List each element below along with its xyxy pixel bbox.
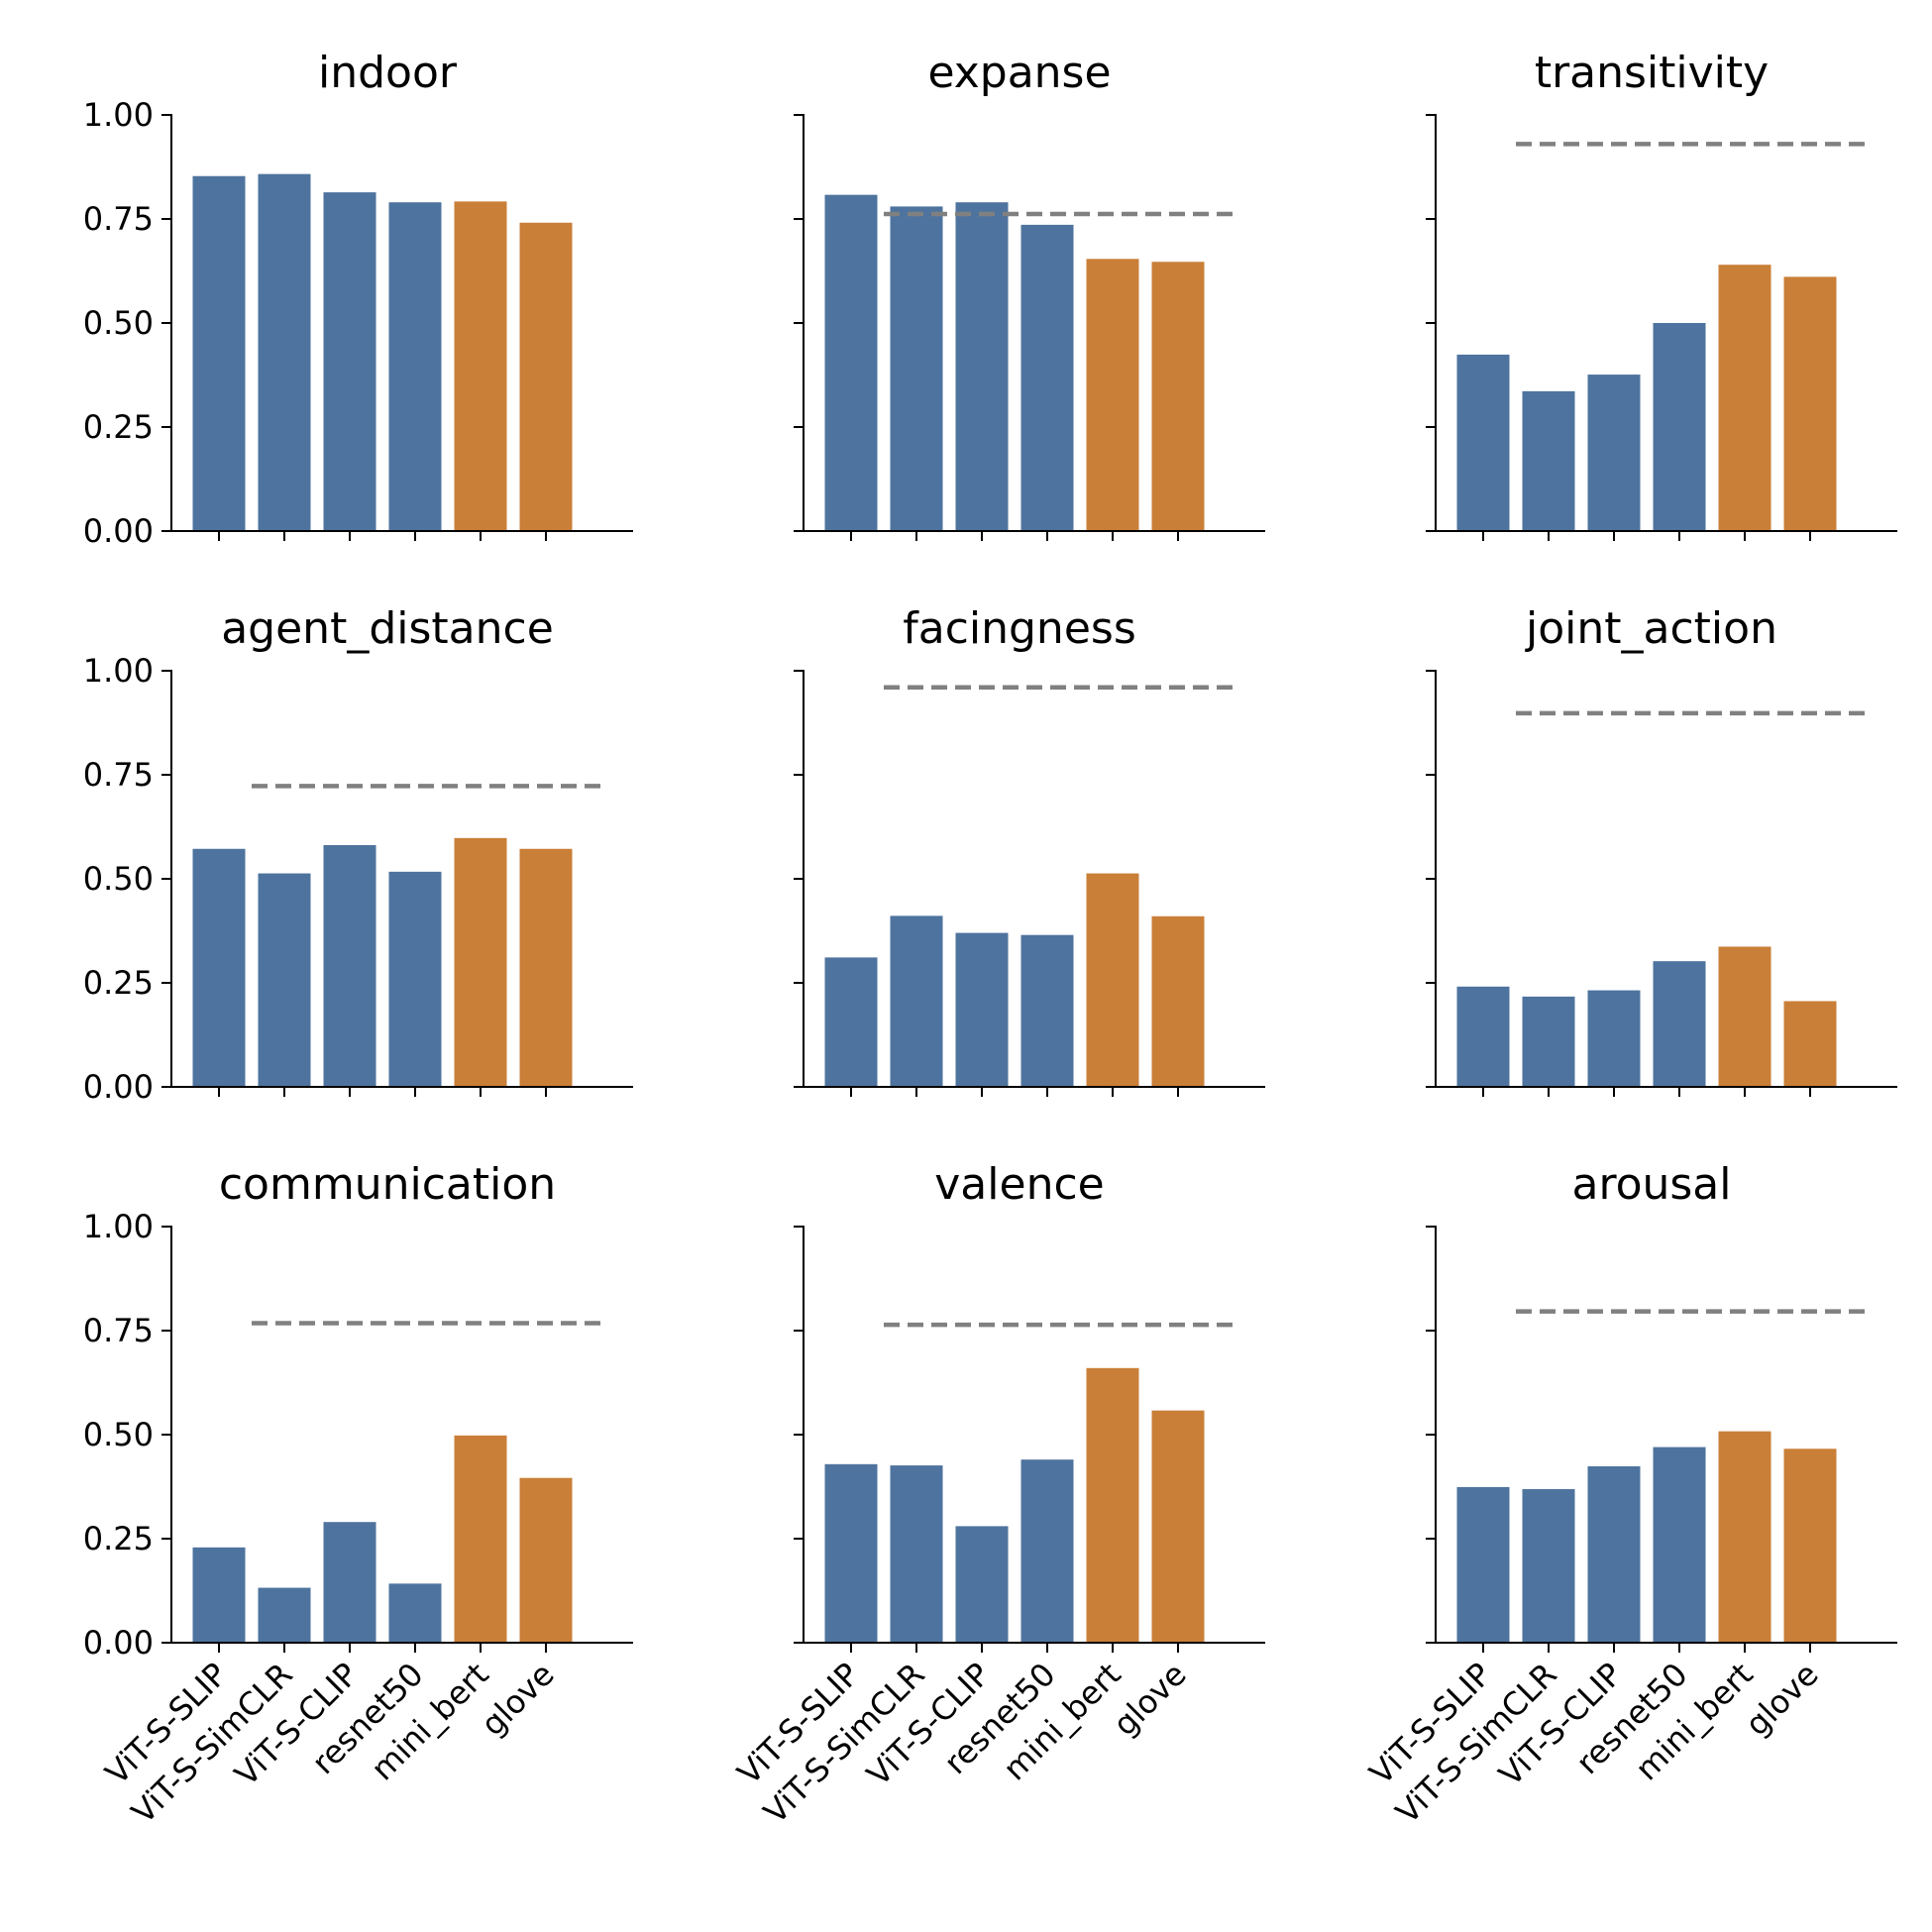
bar-resnet50 [1020, 934, 1074, 1087]
bar-mini-bert [454, 201, 507, 532]
y-tick-label: 0.75 [83, 756, 154, 794]
bar-mini-bert [1086, 259, 1139, 531]
y-tick-label: 0.00 [83, 1068, 154, 1106]
bar-vit-s-clip [955, 202, 1009, 531]
bar-vit-s-slip [824, 957, 878, 1087]
bar-vit-s-simclr [258, 173, 311, 531]
y-tick-label: 0.50 [83, 1416, 154, 1453]
y-tick-label: 1.00 [83, 1208, 154, 1245]
bar-mini-bert [1086, 1367, 1139, 1643]
bar-vit-s-slip [192, 1547, 246, 1643]
y-tick-label: 0.00 [83, 512, 154, 550]
panel-title: valence [934, 1159, 1104, 1210]
bar-vit-s-simclr [258, 873, 311, 1087]
bar-resnet50 [388, 871, 442, 1087]
panel-title: facingness [903, 603, 1136, 654]
panel-communication: communication0.000.250.500.751.00ViT-S-S… [83, 1159, 633, 1831]
bar-vit-s-slip [192, 848, 246, 1087]
bar-glove [1783, 1001, 1837, 1087]
panel-title: indoor [318, 48, 458, 98]
panel-indoor: indoor 0.00 0.25 0.50 0.75 1.00 [83, 48, 633, 550]
y-tick-label: 0.75 [83, 200, 154, 238]
panel-title: expanse [927, 48, 1111, 98]
y-tick-label: 0.25 [83, 408, 154, 446]
panel-title: arousal [1571, 1159, 1731, 1210]
bar-resnet50 [388, 202, 442, 531]
bar-vit-s-clip [1587, 990, 1641, 1087]
bar-vit-s-slip [1456, 986, 1510, 1087]
bar-vit-s-simclr [890, 1465, 943, 1643]
bar-vit-s-slip [824, 1463, 878, 1643]
x-tick-label: glove [1106, 1656, 1194, 1744]
panel-expanse: expanse [794, 48, 1265, 541]
bar-resnet50 [388, 1583, 442, 1643]
bar-vit-s-simclr [1522, 996, 1575, 1087]
panel-facingness: facingness [794, 603, 1265, 1097]
bar-resnet50 [1653, 323, 1706, 531]
bar-glove [1151, 915, 1205, 1087]
panel-title: transitivity [1535, 48, 1769, 98]
y-tick-label: 1.00 [83, 96, 154, 134]
panel-joint-action: joint_action [1426, 603, 1897, 1097]
panel-title: joint_action [1525, 603, 1777, 654]
bar-resnet50 [1653, 961, 1706, 1087]
bar-resnet50 [1653, 1447, 1706, 1643]
panel-title: communication [219, 1159, 556, 1210]
bar-mini-bert [454, 837, 507, 1087]
bar-resnet50 [1020, 224, 1074, 531]
panel-title: agent_distance [221, 603, 554, 654]
bar-vit-s-clip [323, 1522, 376, 1643]
bar-glove [519, 222, 573, 531]
bar-glove [1783, 276, 1837, 531]
bar-vit-s-simclr [258, 1587, 311, 1643]
bar-vit-s-slip [192, 175, 246, 532]
panel-agent-distance: agent_distance 0.00 0.25 0.50 0.75 1.00 [83, 603, 633, 1106]
bar-mini-bert [1718, 265, 1771, 531]
bar-glove [1151, 1410, 1205, 1643]
bar-vit-s-simclr [1522, 1489, 1575, 1643]
bar-mini-bert [454, 1435, 507, 1643]
bar-vit-s-slip [824, 194, 878, 531]
bar-vit-s-clip [955, 932, 1009, 1087]
y-tick-label: 0.75 [83, 1312, 154, 1349]
bar-vit-s-clip [323, 844, 376, 1087]
bar-glove [1783, 1449, 1837, 1643]
bar-vit-s-clip [323, 192, 376, 531]
x-tick-label: glove [1738, 1656, 1826, 1744]
bar-vit-s-clip [1587, 375, 1641, 531]
bar-resnet50 [1020, 1459, 1074, 1643]
bar-vit-s-slip [1456, 354, 1510, 531]
panel-transitivity: transitivity [1426, 48, 1897, 541]
bar-vit-s-simclr [1522, 390, 1575, 531]
bar-vit-s-slip [1456, 1486, 1510, 1643]
bar-vit-s-clip [1587, 1465, 1641, 1643]
panel-arousal: arousalViT-S-SLIPViT-S-SimCLRViT-S-CLIPr… [1362, 1159, 1897, 1831]
bar-glove [519, 1477, 573, 1643]
y-tick-label: 1.00 [83, 652, 154, 690]
y-tick-label: 0.25 [83, 964, 154, 1002]
y-tick-label: 0.25 [83, 1520, 154, 1557]
bar-vit-s-clip [955, 1526, 1009, 1643]
x-tick-label: glove [474, 1656, 562, 1744]
y-tick-label: 0.50 [83, 304, 154, 342]
panel-valence: valenceViT-S-SLIPViT-S-SimCLRViT-S-CLIPr… [730, 1159, 1265, 1831]
bar-glove [519, 848, 573, 1087]
y-tick-label: 0.50 [83, 860, 154, 898]
bar-vit-s-simclr [890, 915, 943, 1087]
bar-glove [1151, 262, 1205, 531]
bar-mini-bert [1718, 946, 1771, 1087]
bar-mini-bert [1718, 1431, 1771, 1643]
bar-mini-bert [1086, 873, 1139, 1087]
y-tick-label: 0.00 [83, 1624, 154, 1662]
bar-vit-s-simclr [890, 206, 943, 531]
